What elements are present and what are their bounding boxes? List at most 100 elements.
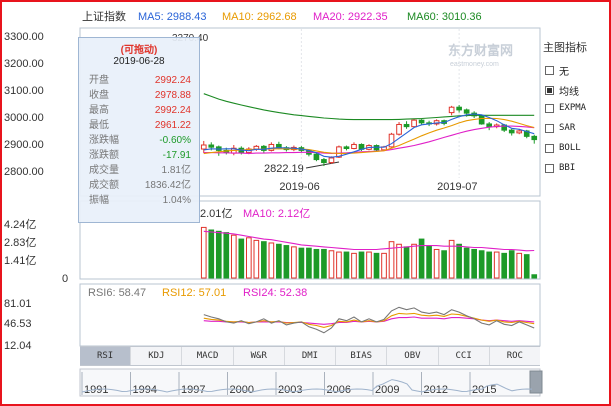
checkbox-icon[interactable] (545, 86, 554, 95)
timeline-year-label: 2003 (278, 384, 302, 396)
volume-bar (448, 239, 455, 279)
price-tick: 3000.00 (4, 112, 44, 124)
timeline-year-label: 1991 (84, 384, 108, 396)
ohlc-tooltip[interactable]: (可拖动) 2019-06-28 开盘 2992.24 收盘 2978.88 最高 299… (78, 37, 200, 223)
candle-body (403, 123, 410, 128)
tab-wr[interactable]: W&R (234, 347, 285, 365)
volume-tick: 2.83亿 (4, 236, 36, 249)
tooltip-row-label: 最低 (89, 120, 109, 131)
volume-bar (245, 237, 252, 279)
rsi-tick: 46.53 (4, 318, 32, 330)
indicator-option-label: EXPMA (559, 103, 587, 113)
checkbox-icon[interactable] (545, 66, 554, 75)
checkbox-icon[interactable] (545, 103, 554, 113)
tooltip-row-value: -0.60% (159, 135, 191, 146)
tab-obv[interactable]: OBV (387, 347, 439, 365)
indicator-panel-title: 主图指标 (543, 42, 587, 54)
rsi6-line (203, 306, 535, 334)
timeline-year-label: 2015 (472, 384, 496, 396)
candle-body (531, 135, 538, 141)
ma60-legend: MA60: 3010.36 (407, 11, 482, 23)
tooltip-row: 成交额 1836.42亿 (79, 178, 199, 193)
checkbox-icon[interactable] (545, 143, 554, 153)
volume-bar (388, 241, 395, 279)
tooltip-row-label: 最高 (89, 105, 109, 116)
tooltip-row: 涨跌额 -17.91 (79, 148, 199, 163)
date-label: 2019-07 (437, 181, 477, 193)
tooltip-row: 涨跌幅 -0.60% (79, 133, 199, 148)
volume-bar (471, 248, 477, 279)
tab-kdj[interactable]: KDJ (131, 347, 183, 365)
volume-legend-value: 2.01亿 (200, 207, 232, 220)
tooltip-row: 最高 2992.24 (79, 103, 199, 118)
candle-body (478, 115, 485, 125)
volume-bar (523, 254, 530, 279)
rsi12-legend: RSI12: 57.01 (162, 287, 226, 299)
indicator-option-label: 均线 (559, 87, 579, 98)
price-tick: 3100.00 (4, 85, 44, 97)
tab-roc[interactable]: ROC (506, 351, 523, 361)
checkbox-icon[interactable] (545, 163, 554, 173)
candle-body (343, 146, 350, 150)
candle-body (200, 144, 207, 150)
index-name: 上证指数 (82, 9, 126, 23)
rsi12-line (203, 312, 535, 328)
volume-bar (463, 247, 470, 279)
tooltip-row-value: 2992.24 (154, 105, 191, 116)
tab-rsi[interactable]: RSI (80, 347, 132, 365)
ma20-legend: MA20: 2922.35 (313, 11, 388, 23)
tab-cci[interactable]: CCI (439, 347, 490, 365)
price-tick: 3200.00 (4, 58, 44, 70)
candle-body (328, 157, 335, 164)
volume-bar (208, 229, 215, 279)
date-label: 2019-06 (279, 181, 319, 193)
volume-ma10-line (203, 230, 535, 252)
tooltip-title: (可拖动) (120, 45, 158, 56)
volume-bar (516, 252, 523, 279)
tab-dmi[interactable]: DMI (285, 347, 337, 365)
volume-bar (358, 251, 365, 279)
tooltip-row: 收盘 2978.88 (79, 88, 199, 103)
watermark-sub: eastmoney.com (450, 61, 499, 68)
tooltip-row: 成交量 1.81亿 (79, 163, 199, 178)
timeline-year-label: 2006 (327, 384, 351, 396)
tooltip-row-value: 1.81亿 (161, 165, 191, 176)
volume-bar (238, 238, 245, 279)
low-annotation: 2822.19 (264, 163, 304, 175)
timeline-year-label: 1994 (133, 384, 157, 396)
tab-bias[interactable]: BIAS (336, 347, 388, 365)
checkbox-icon[interactable] (545, 123, 554, 133)
candle-body (411, 119, 417, 128)
indicator-option[interactable]: 均线 (545, 83, 579, 98)
volume-bar (298, 247, 305, 279)
candle-body (388, 133, 395, 148)
volume-bar (426, 245, 432, 279)
candle-body (448, 106, 455, 114)
price-tick: 2900.00 (4, 139, 44, 151)
volume-bar (313, 248, 320, 279)
volume-bar (306, 247, 312, 279)
indicator-option[interactable]: BOLL (545, 143, 581, 153)
tooltip-row-value: -17.91 (162, 150, 191, 161)
volume-bar (456, 243, 462, 279)
volume-tick: 4.24亿 (4, 218, 36, 231)
indicator-option-label: SAR (559, 123, 576, 133)
volume-panel (79, 200, 541, 280)
candle-body (396, 123, 402, 135)
candle-body (351, 143, 357, 150)
candle-body (418, 119, 425, 124)
indicator-option[interactable]: EXPMA (545, 103, 586, 113)
candle-body (208, 144, 215, 148)
volume-bar (501, 252, 508, 279)
volume-bar (268, 242, 275, 279)
ma60-line (203, 93, 535, 121)
volume-bar (336, 251, 342, 279)
volume-bar (486, 251, 493, 279)
indicator-option[interactable]: BBI (545, 163, 575, 173)
indicator-option[interactable]: 无 (545, 63, 569, 78)
volume-bar (276, 243, 282, 279)
indicator-option[interactable]: SAR (545, 123, 575, 133)
candle-body (313, 153, 320, 161)
timeline-handle[interactable] (529, 370, 543, 394)
tab-macd[interactable]: MACD (182, 347, 234, 365)
